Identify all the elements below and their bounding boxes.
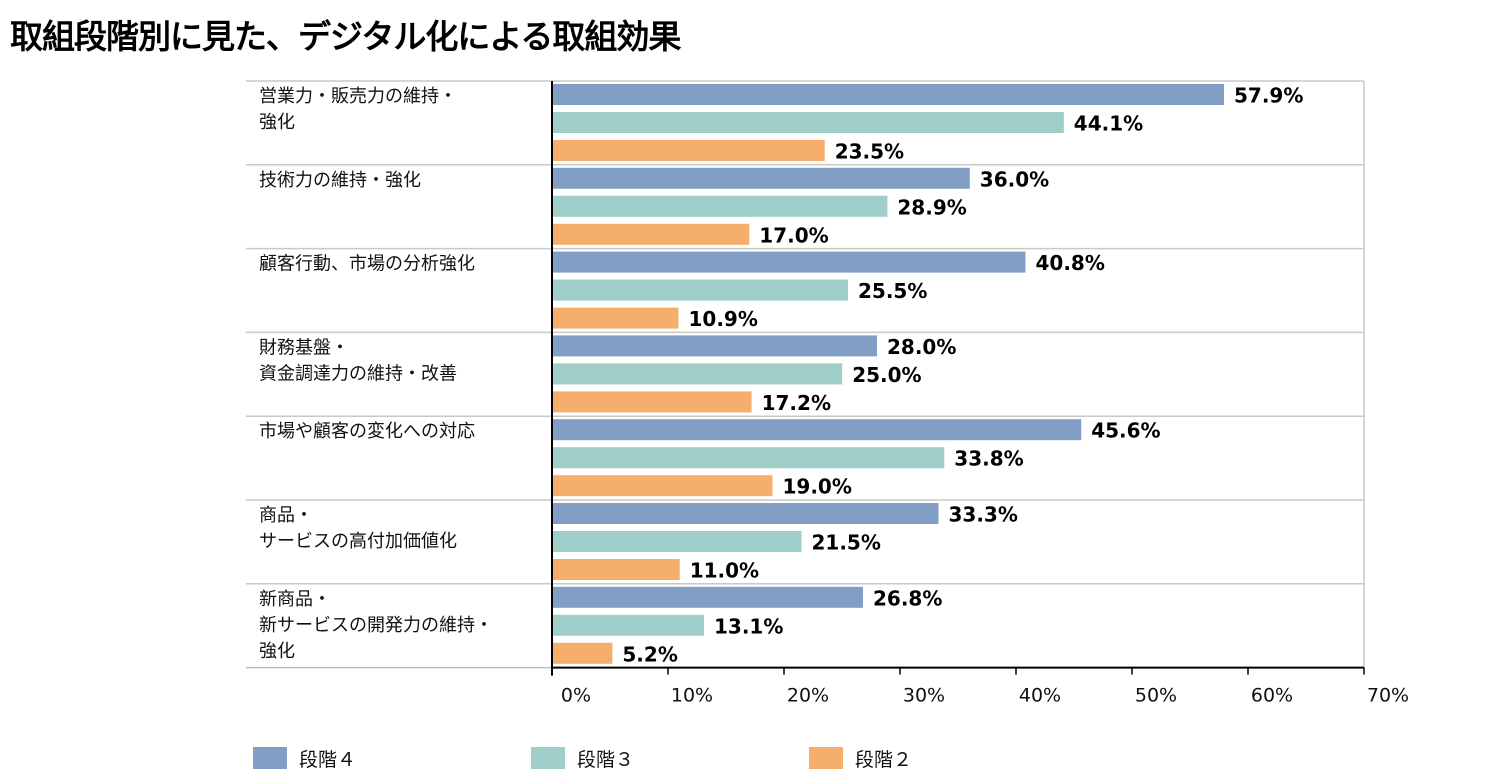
- data-label: 17.0%: [759, 223, 828, 247]
- bar-chart: 57.9% 44.1% 23.5% 営業力・販売力の維持・強化 36.0% 28.9% 17…: [246, 80, 1409, 707]
- category-label: 新商品・: [259, 589, 331, 610]
- bar: [552, 140, 825, 161]
- bar: [552, 447, 945, 469]
- legend-label-stage3: 段階３: [577, 748, 635, 771]
- data-label: 23.5%: [835, 140, 904, 164]
- legend-swatch-stage4: [253, 747, 287, 769]
- category-label: 市場や顧客の変化への対応: [259, 421, 475, 442]
- bar: [552, 167, 970, 189]
- bar: [552, 559, 680, 580]
- x-tick-label: 30%: [903, 685, 945, 707]
- bar: [552, 251, 1026, 273]
- category-label: 財務基盤・: [259, 337, 349, 358]
- legend-swatch-stage3: [531, 747, 565, 769]
- category-label: 強化: [259, 641, 295, 662]
- bar: [552, 279, 848, 301]
- x-tick-label: 0%: [561, 685, 591, 707]
- category-label: 顧客行動、市場の分析強化: [259, 254, 475, 275]
- chart-title: 取組段階別に見た、デジタル化による取組効果: [10, 17, 681, 56]
- data-label: 10.9%: [689, 307, 758, 331]
- data-label: 33.8%: [954, 447, 1023, 471]
- bar: [552, 475, 773, 497]
- data-label: 45.6%: [1091, 419, 1160, 443]
- legend-label-stage2: 段階２: [855, 748, 913, 771]
- data-label: 26.8%: [873, 586, 942, 610]
- legend-label-stage4: 段階４: [299, 748, 357, 771]
- data-label: 25.0%: [852, 363, 921, 387]
- data-label: 5.2%: [622, 642, 677, 666]
- bar: [552, 335, 877, 357]
- legend-item-stage4: 段階４: [253, 745, 356, 771]
- bar: [552, 307, 679, 329]
- legend-item-stage3: 段階３: [531, 745, 634, 771]
- data-label: 57.9%: [1234, 84, 1303, 108]
- data-label: 36.0%: [980, 167, 1049, 191]
- data-label: 44.1%: [1074, 112, 1143, 136]
- data-label: 28.9%: [897, 195, 966, 219]
- bar: [552, 586, 863, 608]
- data-label: 28.0%: [887, 335, 956, 359]
- bar: [552, 363, 843, 385]
- legend-swatch-stage2: [809, 747, 843, 769]
- x-tick-label: 50%: [1135, 685, 1177, 707]
- data-label: 21.5%: [812, 531, 881, 555]
- category-label: 商品・: [259, 505, 313, 526]
- category-label: 技術力の維持・強化: [259, 170, 421, 191]
- bar: [552, 223, 750, 245]
- legend-item-stage2: 段階２: [809, 745, 912, 771]
- category-label: 資金調達力の維持・改善: [259, 363, 457, 384]
- bar: [552, 195, 888, 217]
- x-tick-label: 70%: [1367, 685, 1409, 707]
- bar: [552, 419, 1082, 441]
- bar: [552, 642, 613, 664]
- x-tick-label: 40%: [1019, 685, 1061, 707]
- category-label: 強化: [259, 112, 295, 133]
- bar: [552, 84, 1224, 105]
- bar: [552, 391, 752, 413]
- data-label: 17.2%: [762, 391, 831, 415]
- category-label: 新サービスの開発力の維持・: [259, 615, 493, 636]
- data-label: 13.1%: [714, 614, 783, 638]
- bar: [552, 614, 704, 636]
- category-label: サービスの高付加価値化: [259, 531, 457, 552]
- data-label: 25.5%: [858, 279, 927, 303]
- data-label: 33.3%: [949, 503, 1018, 527]
- data-label: 11.0%: [690, 559, 759, 583]
- bar: [552, 531, 802, 552]
- category-label: 営業力・販売力の維持・: [259, 86, 457, 107]
- bar: [552, 503, 939, 524]
- data-label: 19.0%: [783, 475, 852, 499]
- x-tick-label: 10%: [671, 685, 713, 707]
- data-label: 40.8%: [1036, 251, 1105, 275]
- x-tick-label: 60%: [1251, 685, 1293, 707]
- bar: [552, 112, 1064, 133]
- x-tick-label: 20%: [787, 685, 829, 707]
